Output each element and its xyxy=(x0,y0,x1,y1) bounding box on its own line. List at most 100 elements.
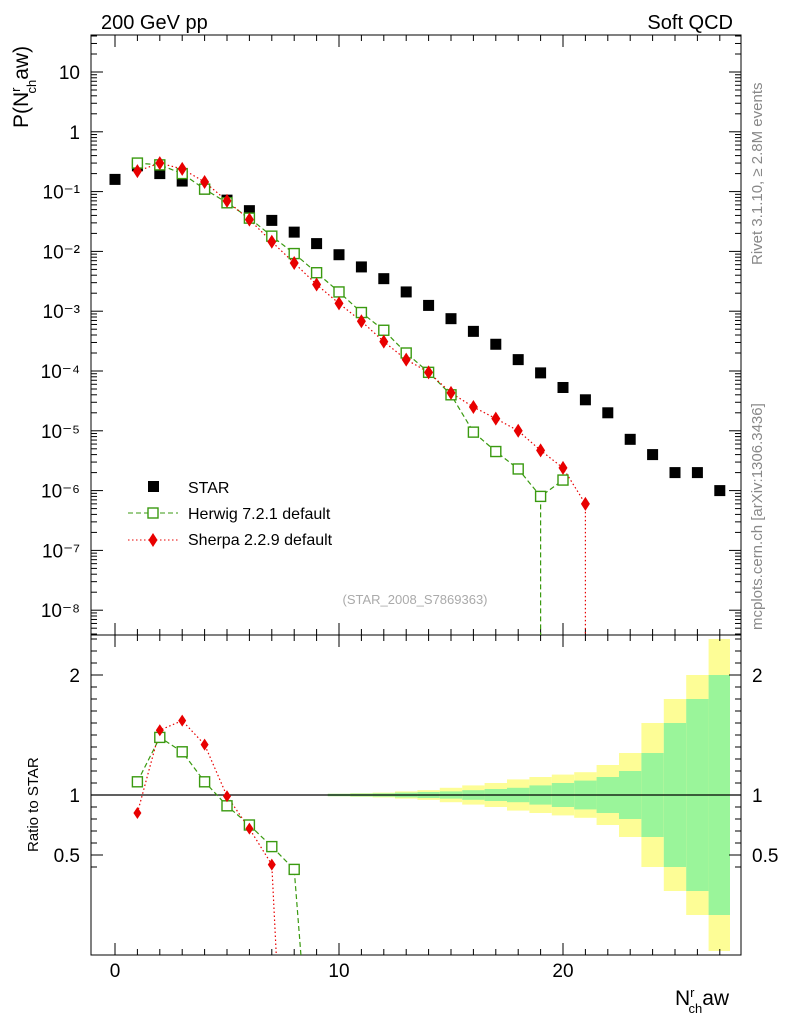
sherpa-point xyxy=(289,255,299,270)
legend-star-marker xyxy=(148,481,159,492)
header-right: Soft QCD xyxy=(647,12,733,34)
herwig-point xyxy=(467,426,480,438)
star-point xyxy=(423,299,435,311)
star-point xyxy=(579,394,591,406)
sherpa-point xyxy=(491,411,501,426)
star-point xyxy=(691,467,703,479)
sherpa-point xyxy=(177,161,187,176)
x-tick-label: 20 xyxy=(552,961,573,982)
herwig-point xyxy=(512,463,524,475)
star-point xyxy=(355,261,367,273)
herwig-point xyxy=(378,324,390,336)
sherpa-point xyxy=(312,277,322,292)
star-point xyxy=(602,407,614,419)
star-point xyxy=(378,273,390,285)
y-tick-label: 10⁻⁸ xyxy=(41,601,80,622)
xlabel-tail: aw xyxy=(702,987,730,1010)
sherpa-point xyxy=(200,174,210,189)
star-point xyxy=(647,449,659,461)
star-point xyxy=(288,226,300,238)
y-tick-label: 10⁻⁷ xyxy=(42,541,80,562)
star-point xyxy=(669,467,681,479)
legend-sherpa-label: Sherpa 2.2.9 default xyxy=(188,532,333,549)
sherpa-point xyxy=(356,314,366,329)
sherpa-ratio-point xyxy=(155,724,164,737)
main-y-axis-label: P(Nrchaw) xyxy=(8,46,39,128)
ratio-y-tick-label-right: 2 xyxy=(752,666,763,687)
sherpa-point xyxy=(580,496,590,511)
herwig-point xyxy=(310,267,323,279)
xlabel-base: N xyxy=(675,987,690,1010)
star-point xyxy=(333,249,345,261)
sherpa-ratio-point xyxy=(245,822,254,835)
star-point xyxy=(176,175,188,187)
y-tick-label: 1 xyxy=(69,123,80,144)
herwig-ratio-point xyxy=(266,840,278,853)
header-left: 200 GeV pp xyxy=(101,12,208,34)
sherpa-ratio-line xyxy=(136,719,277,956)
xlabel-sub: ch xyxy=(689,1001,703,1016)
sherpa-point xyxy=(379,334,389,349)
herwig-line xyxy=(137,162,564,635)
axes: 0 10 2010⁻⁸10⁻⁷10⁻⁶10⁻⁵10⁻⁴10⁻³10⁻²10⁻¹110… xyxy=(41,35,778,982)
sherpa-point xyxy=(222,193,232,208)
sherpa-point xyxy=(468,400,478,415)
rivet-label: Rivet 3.1.10, ≥ 2.8M events xyxy=(749,83,766,266)
herwig-ratio-point xyxy=(288,863,300,876)
y-tick-label: 10 xyxy=(59,63,80,84)
star-point xyxy=(266,214,278,226)
y-tick-label: 10⁻³ xyxy=(43,302,81,323)
data-series xyxy=(109,156,726,956)
legend-herwig-marker xyxy=(147,507,159,519)
ratio-y-tick-label: 2 xyxy=(69,666,80,687)
herwig-ratio-point xyxy=(198,776,211,788)
star-point xyxy=(624,433,636,445)
herwig-ratio-point xyxy=(176,746,188,758)
y-tick-label: 10⁻⁴ xyxy=(41,362,80,383)
star-point xyxy=(445,313,457,325)
sherpa-point xyxy=(513,423,523,438)
herwig-point xyxy=(534,490,547,503)
xlabel-sup: r xyxy=(690,985,695,1000)
ratio-y-tick-label-right: 0.5 xyxy=(752,846,778,867)
legend-star-label: STAR xyxy=(188,480,229,497)
star-point xyxy=(512,354,524,366)
y-tick-label: 10⁻⁶ xyxy=(41,482,80,503)
star-point xyxy=(557,381,569,393)
sherpa-point xyxy=(424,365,434,380)
legend: STAR Herwig 7.2.1 default Sherpa 2.2.9 d… xyxy=(128,480,333,549)
herwig-point xyxy=(490,445,502,458)
sherpa-point xyxy=(267,234,277,249)
legend-herwig-label: Herwig 7.2.1 default xyxy=(188,506,331,523)
star-point xyxy=(490,338,502,350)
sherpa-point xyxy=(446,385,456,400)
x-tick-label: 0 xyxy=(110,961,121,982)
star-point xyxy=(400,286,412,298)
sherpa-point xyxy=(401,352,411,367)
star-point xyxy=(535,367,547,379)
main-ylabel-sup: r xyxy=(8,87,23,92)
analysis-id: (STAR_2008_S7869363) xyxy=(342,592,487,607)
legend-sherpa-marker xyxy=(148,533,158,547)
sherpa-ratio-point xyxy=(133,807,142,819)
y-tick-label: 10⁻⁵ xyxy=(41,422,80,443)
sherpa-point xyxy=(155,156,165,171)
sherpa-point xyxy=(244,212,254,227)
herwig-point xyxy=(557,474,569,486)
sherpa-ratio-point xyxy=(267,858,276,871)
main-ylabel-sub: ch xyxy=(24,80,39,94)
sherpa-line xyxy=(137,162,586,635)
sherpa-point xyxy=(334,296,344,311)
y-tick-label: 10⁻² xyxy=(43,242,81,263)
star-point xyxy=(311,238,323,250)
sherpa-ratio-point xyxy=(200,738,209,751)
x-tick-label: 10 xyxy=(328,961,349,982)
ratio-y-tick-label: 0.5 xyxy=(54,846,80,867)
ratio-y-axis-label: Ratio to STAR xyxy=(25,757,42,852)
herwig-ratio-point xyxy=(221,800,233,812)
star-point xyxy=(243,205,255,217)
sherpa-point xyxy=(132,164,142,179)
sherpa-ratio-point xyxy=(223,790,231,803)
herwig-ratio-point xyxy=(131,776,144,788)
